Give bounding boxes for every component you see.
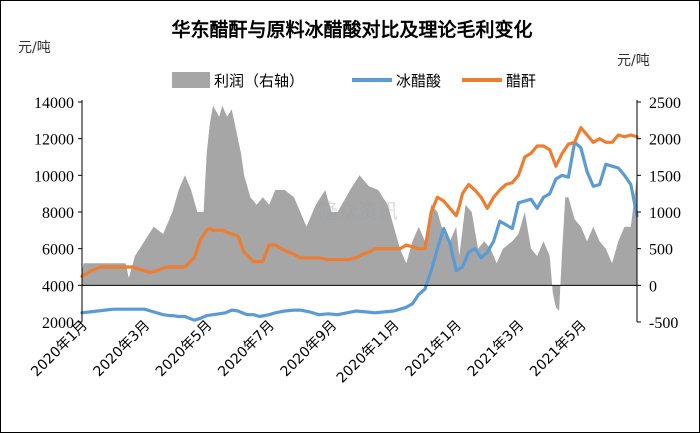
legend-swatch-profit xyxy=(172,72,210,88)
left-tick-label: 12000 xyxy=(34,132,74,149)
legend-label-acetic: 冰醋酸 xyxy=(396,72,441,90)
plot-area xyxy=(80,105,639,322)
right-axis-unit: 元/吨 xyxy=(617,53,650,69)
series-anhydride-line xyxy=(80,126,639,278)
right-tick-label: -500 xyxy=(649,315,678,332)
chart-title: 华东醋酐与原料冰醋酸对比及理论毛利变化 xyxy=(171,18,532,41)
watermark: 隆众资讯 xyxy=(318,199,398,223)
left-tick-label: 4000 xyxy=(42,278,74,295)
left-tick-label: 14000 xyxy=(34,95,74,112)
legend-label-profit: 利润（右轴） xyxy=(214,72,304,90)
legend: 利润（右轴） 冰醋酸 醋酐 xyxy=(172,72,536,90)
series-acetic-line xyxy=(80,140,639,322)
right-tick-label: 1000 xyxy=(649,205,681,222)
left-tick-label: 2000 xyxy=(42,315,74,332)
right-tick-label: 500 xyxy=(649,242,673,259)
left-tick-label: 10000 xyxy=(34,168,74,185)
left-axis-unit: 元/吨 xyxy=(18,40,51,56)
legend-label-anhydride: 醋酐 xyxy=(506,72,536,90)
left-tick-label: 8000 xyxy=(42,205,74,222)
right-tick-label: 1500 xyxy=(649,168,681,185)
series-profit-area xyxy=(82,105,637,311)
right-tick-label: 0 xyxy=(649,278,657,295)
right-tick-label: 2000 xyxy=(649,132,681,149)
left-tick-label: 6000 xyxy=(42,242,74,259)
right-tick-label: 2500 xyxy=(649,95,681,112)
